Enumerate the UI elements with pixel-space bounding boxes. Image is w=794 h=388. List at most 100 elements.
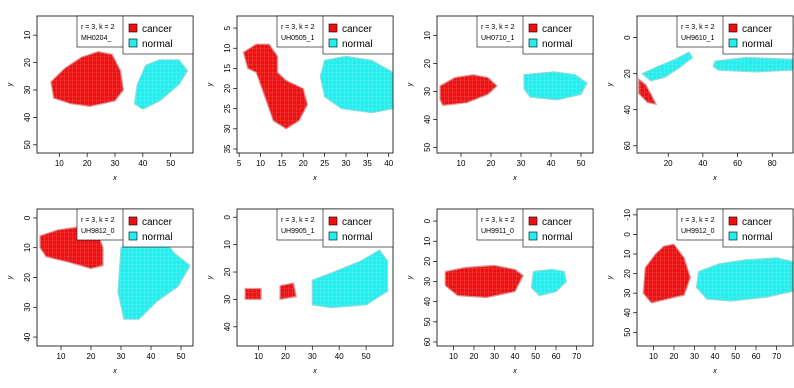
parameter-label: r = 3, k = 2 — [281, 24, 315, 31]
panel-7: 10 20 30 40 50 60 70 0 10 20 30 40 50 60 x y r = 3, k = … — [407, 208, 594, 375]
legend-label-normal: normal — [142, 232, 173, 243]
sample-id-label: UH0710_1 — [481, 35, 515, 42]
sample-id-label: MH0204_ — [81, 35, 111, 42]
legend-label-cancer: cancer — [342, 217, 373, 228]
y-axis-label: y — [607, 275, 614, 280]
y-tick-label: 20 — [23, 58, 32, 67]
tissue-map — [39, 226, 191, 320]
parameter-label: r = 3, k = 2 — [481, 217, 515, 224]
legend-label-normal: normal — [742, 39, 773, 50]
x-tick-label: 80 — [768, 159, 777, 168]
sample-id-label: UH9610_1 — [681, 35, 715, 42]
y-tick-label: 30 — [223, 294, 232, 303]
y-tick-label: 10 — [23, 243, 32, 252]
legend-label-cancer: cancer — [542, 217, 573, 228]
y-tick-label: 20 — [223, 267, 232, 276]
x-tick-label: 10 — [649, 352, 658, 361]
sample-id-label: UH9912_0 — [681, 228, 715, 235]
y-tick-label: 0 — [23, 215, 32, 220]
x-tick-label: 10 — [449, 352, 458, 361]
x-tick-label: 10 — [57, 352, 66, 361]
legend-label-cancer: cancer — [742, 217, 773, 228]
y-tick-label: 20 — [423, 256, 432, 265]
y-tick-label: 20 — [623, 269, 632, 278]
y-tick-label: 5 — [223, 25, 232, 30]
x-tick-label: 30 — [517, 159, 526, 168]
x-tick-label: 50 — [177, 352, 186, 361]
x-tick-label: 70 — [572, 352, 581, 361]
y-axis-label: y — [607, 82, 614, 87]
x-tick-label: 20 — [299, 159, 308, 168]
x-tick-label: 30 — [342, 159, 351, 168]
x-tick-label: 40 — [547, 159, 556, 168]
y-axis-label: y — [207, 82, 214, 87]
tissue-map — [242, 43, 393, 130]
sample-id-label: UH9812_0 — [81, 228, 115, 235]
legend-label-normal: normal — [142, 39, 173, 50]
panel-3: 10 20 30 40 50 10 20 30 40 50 x y r = 3, k = 2 UH0710… — [407, 15, 594, 182]
legend-label-normal: normal — [742, 232, 773, 243]
y-axis-label: y — [407, 275, 414, 280]
y-tick-label: 25 — [223, 104, 232, 113]
x-tick-label: 20 — [87, 352, 96, 361]
normal-region-texture — [319, 55, 393, 114]
cancer-region-texture — [642, 243, 692, 304]
sample-id-label: UH9911_0 — [481, 228, 514, 235]
panel-5: 10 20 30 40 50 0 10 20 30 40 x y r = 3, k = 2 UH9812_… — [7, 208, 194, 375]
x-tick-label: 10 — [457, 159, 466, 168]
y-tick-label: 40 — [423, 297, 432, 306]
y-tick-label: 40 — [23, 112, 32, 121]
x-axis-label: x — [712, 368, 717, 375]
y-tick-label: 30 — [623, 288, 632, 297]
y-tick-label: 30 — [23, 85, 32, 94]
legend-swatch-normal — [528, 231, 538, 241]
y-tick-label: 0 — [623, 35, 632, 40]
legend: cancer normal — [522, 15, 594, 55]
y-tick-label: 30 — [223, 124, 232, 133]
legend-swatch-cancer — [328, 23, 338, 33]
x-axis-label: x — [112, 368, 117, 375]
y-tick-label: 10 — [223, 240, 232, 249]
panel-8: 10 20 30 40 50 60 70 -10 0 10 20 30 40 50 x y r = 3, k =… — [607, 208, 794, 375]
legend-swatch-cancer — [528, 23, 538, 33]
legend-swatch-cancer — [728, 216, 738, 226]
panel-4: 20 40 60 80 0 20 40 60 x y r = 3, k = 2 UH9610_1 can… — [607, 15, 794, 182]
x-tick-label: 50 — [362, 352, 371, 361]
cancer-region-texture — [50, 50, 125, 108]
y-tick-label: 50 — [23, 140, 32, 149]
legend-label-cancer: cancer — [342, 24, 373, 35]
y-tick-label: 10 — [423, 31, 432, 40]
x-tick-label: 30 — [490, 352, 499, 361]
x-tick-label: 15 — [277, 159, 286, 168]
y-axis-label: y — [207, 275, 214, 280]
x-tick-label: 40 — [335, 352, 344, 361]
legend: cancer normal — [722, 208, 794, 248]
y-tick-label: 40 — [623, 105, 632, 114]
y-tick-label: 10 — [423, 236, 432, 245]
y-tick-label: 0 — [623, 232, 632, 237]
x-axis-label: x — [112, 175, 117, 182]
x-tick-label: 20 — [281, 352, 290, 361]
cancer-region-texture — [242, 43, 309, 130]
legend-label-normal: normal — [542, 232, 573, 243]
legend-label-cancer: cancer — [542, 24, 573, 35]
y-tick-label: 30 — [23, 302, 32, 311]
normal-region-texture — [311, 249, 389, 309]
tissue-map — [638, 51, 793, 106]
legend: cancer normal — [122, 208, 194, 248]
y-tick-label: 0 — [223, 214, 232, 219]
x-tick-label: 5 — [237, 159, 242, 168]
sample-id-label: UH9905_1 — [281, 228, 315, 235]
parameter-label: r = 3, k = 2 — [681, 24, 715, 31]
legend-swatch-normal — [128, 231, 138, 241]
x-tick-label: 60 — [752, 352, 761, 361]
x-tick-label: 50 — [731, 352, 740, 361]
y-tick-label: 20 — [23, 273, 32, 282]
legend-swatch-cancer — [728, 23, 738, 33]
y-tick-label: -10 — [623, 209, 632, 221]
y-tick-label: 30 — [423, 86, 432, 95]
x-tick-label: 40 — [698, 159, 707, 168]
parameter-label: r = 3, k = 2 — [81, 24, 115, 31]
y-tick-label: 10 — [23, 30, 32, 39]
